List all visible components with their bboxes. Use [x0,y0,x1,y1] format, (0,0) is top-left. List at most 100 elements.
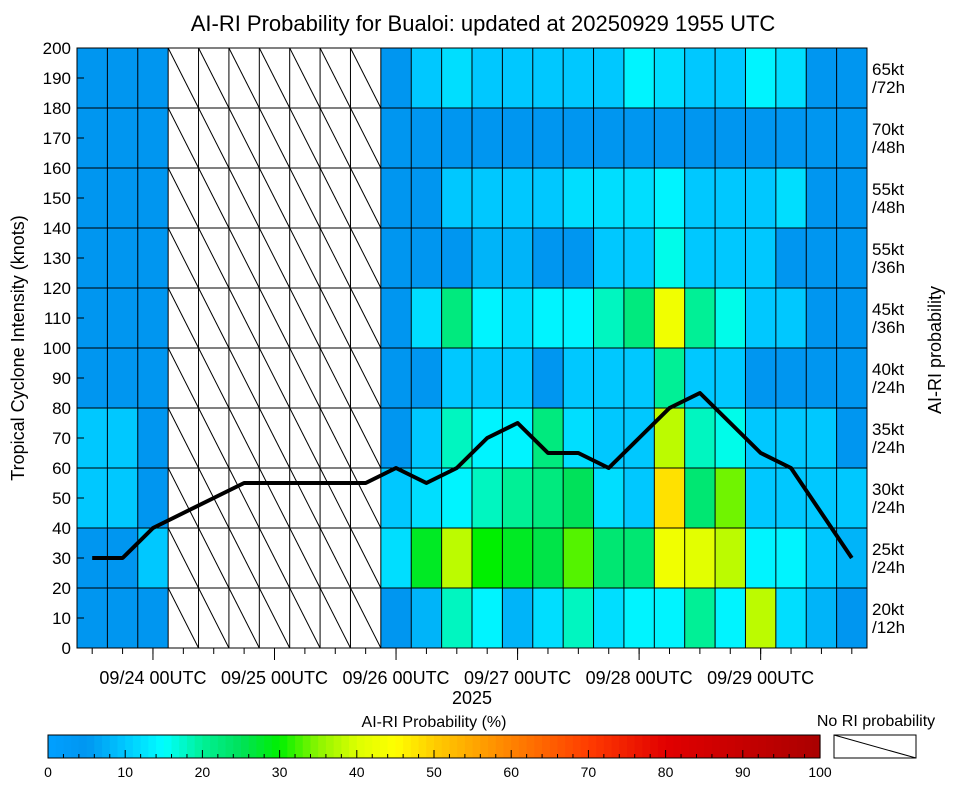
heatmap-cell [532,468,564,528]
row-label-threshold: 65kt [872,60,904,79]
y-tick-label: 100 [43,339,71,358]
heatmap-cell [654,168,685,228]
row-labels: 20kt/12h25kt/24h30kt/24h35kt/24h40kt/24h… [872,60,905,637]
heatmap-cell [593,228,624,288]
no-ri-hatch [319,527,351,589]
y-tick-label: 40 [52,519,71,538]
heatmap-cell [623,468,655,528]
heatmap-cell [380,108,412,168]
heatmap-cell [502,588,533,648]
no-ri-hatch [198,167,230,229]
colorbar-segment [279,735,288,758]
heatmap-cell [715,48,746,108]
heatmap-cell [775,228,807,288]
heatmap-cell [137,408,169,468]
colorbar-segment [55,735,65,758]
heatmap-cell [502,108,533,168]
heatmap-cell [715,528,746,588]
colorbar-segment [650,735,659,758]
heatmap-cell [623,108,655,168]
heatmap-cell [532,228,564,288]
chart-title: AI-RI Probability for Bualoi: updated at… [191,11,776,36]
colorbar-tick-label: 90 [735,764,751,780]
no-ri-hatch [228,347,260,409]
heatmap-cell [593,348,624,408]
no-ri-legend-hatch [833,734,917,759]
no-ri-hatch [258,287,291,349]
heatmap-cell [563,528,594,588]
colorbar-segment [310,735,319,758]
no-ri-hatch [228,467,260,529]
heatmap-cell [532,408,564,468]
y-tick-label: 80 [52,399,71,418]
x-axis-ticks: 09/24 00UTC 09/25 00UTC 09/26 00UTC 09/27 0… [91,648,853,688]
heatmap-cell [593,108,624,168]
y-tick-label: 60 [52,459,71,478]
no-ri-hatch [289,227,321,289]
colorbar-segment [217,735,227,758]
heatmap-cell [715,168,746,228]
heatmap-cell [441,528,472,588]
colorbar-segment [48,735,57,758]
heatmap-cell [806,228,837,288]
no-ri-hatch [167,227,199,289]
heatmap-cell [411,588,442,648]
colorbar-segment [449,735,458,758]
no-ri-hatch [258,227,291,289]
colorbar-tick-label: 20 [195,764,211,780]
y-tick-label: 160 [43,159,71,178]
heatmap-cell [411,48,442,108]
colorbar-segment [503,735,512,758]
colorbar-segment [410,735,420,758]
colorbar-segment [302,735,312,758]
colorbar-segment [727,735,736,758]
no-ri-hatch [319,467,351,529]
heatmap-cell [806,108,837,168]
heatmap-cell [411,168,442,228]
heatmap-cell [806,48,837,108]
colorbar-segment [673,735,682,758]
heatmap-cell [654,108,685,168]
heatmap-cell [745,288,776,348]
colorbar-segment [773,735,782,758]
heatmap-cell [654,288,685,348]
colorbar-segment [588,735,597,758]
no-ri-hatch [350,47,382,109]
colorbar-segment [94,735,103,758]
x-tick-label: 09/27 00UTC [464,668,571,688]
heatmap-cell [563,48,594,108]
row-label-period: /72h [872,78,905,97]
y-tick-label: 150 [43,189,71,208]
no-ri-hatch [350,287,382,349]
heatmap-cell [502,468,533,528]
heatmap-cell [411,228,442,288]
no-ri-hatch [228,167,260,229]
no-ri-hatch [319,167,351,229]
y-tick-label: 10 [52,609,71,628]
colorbar-segment [611,735,620,758]
colorbar-segment [194,735,203,758]
no-ri-hatch [289,167,321,229]
heatmap-cell [107,468,138,528]
heatmap-cell [623,588,655,648]
colorbar-segment [572,735,582,758]
x-tick-label: 09/28 00UTC [586,668,693,688]
colorbar-segment [295,735,304,758]
colorbar-segment [163,735,173,758]
heatmap-cell [411,528,442,588]
heatmap-cell [532,528,564,588]
colorbar-tick-label: 100 [808,764,832,780]
heatmap-cell [107,408,138,468]
heatmap-cell [380,168,412,228]
colorbar-segment [225,735,234,758]
colorbar-segment [634,735,644,758]
heatmap-cell [441,228,472,288]
no-ri-hatch [167,107,199,169]
heatmap-cell [593,168,624,228]
heatmap-cells [77,47,867,649]
no-ri-hatch [289,347,321,409]
row-label-period: /24h [872,438,905,457]
colorbar-segment [264,735,273,758]
colorbar-segment [109,735,119,758]
heatmap-cell [836,288,867,348]
